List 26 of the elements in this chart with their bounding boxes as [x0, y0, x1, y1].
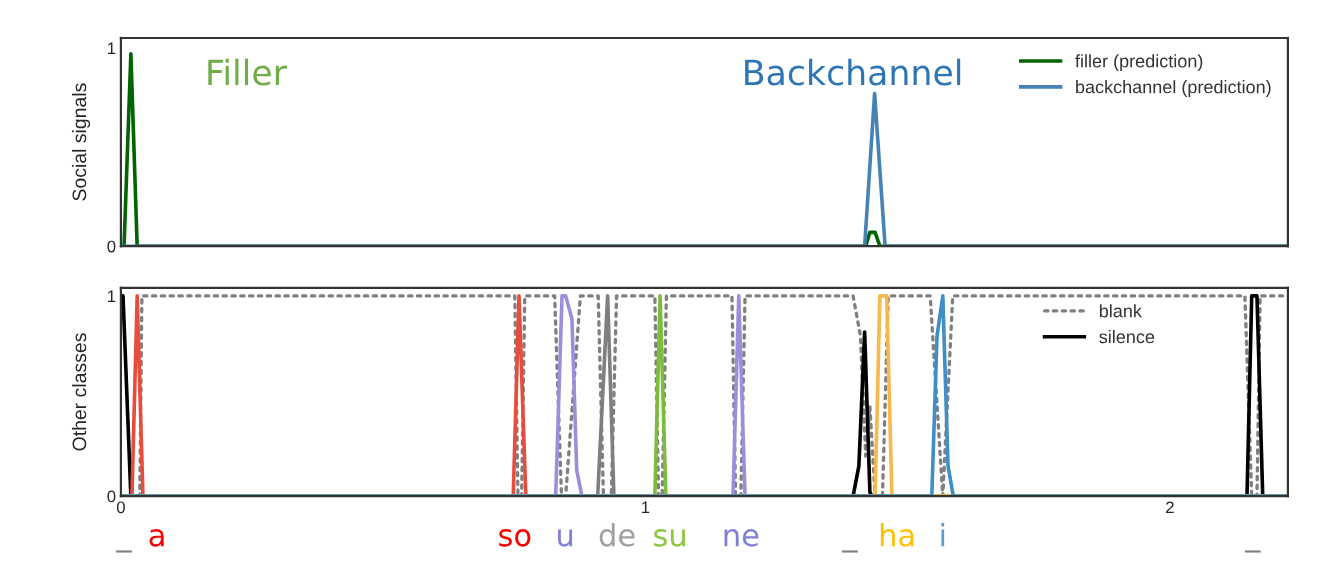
legend-label: blank: [1099, 304, 1142, 318]
text: _: [842, 550, 858, 553]
y-tick-label: 0: [107, 490, 116, 503]
text: _: [1244, 550, 1261, 553]
text: de: [599, 522, 635, 547]
legend-label: backchannel (prediction): [1076, 80, 1271, 97]
text: _: [116, 550, 132, 553]
x-tick-label: 0: [116, 501, 125, 514]
text: su: [654, 529, 685, 547]
y-axis-title: Social signals: [71, 83, 91, 201]
legend-label: filler (prediction): [1075, 54, 1203, 72]
text: ne: [724, 529, 759, 547]
y-tick-label: 1: [108, 42, 116, 54]
text: so: [499, 529, 531, 547]
x-tick-label: 2: [1166, 501, 1174, 514]
text: ha: [880, 522, 914, 547]
text: a: [149, 529, 164, 547]
y-tick-label: 1: [108, 290, 116, 302]
annotation: Backchannel: [745, 58, 961, 86]
annotation: Filler: [208, 58, 287, 86]
legend-label: silence: [1099, 329, 1155, 344]
x-tick-label: 1: [642, 501, 650, 514]
y-axis-title: Other classes: [71, 333, 87, 451]
text: i: [941, 522, 945, 547]
y-tick-label: 0: [107, 240, 116, 253]
text: u: [558, 529, 573, 547]
